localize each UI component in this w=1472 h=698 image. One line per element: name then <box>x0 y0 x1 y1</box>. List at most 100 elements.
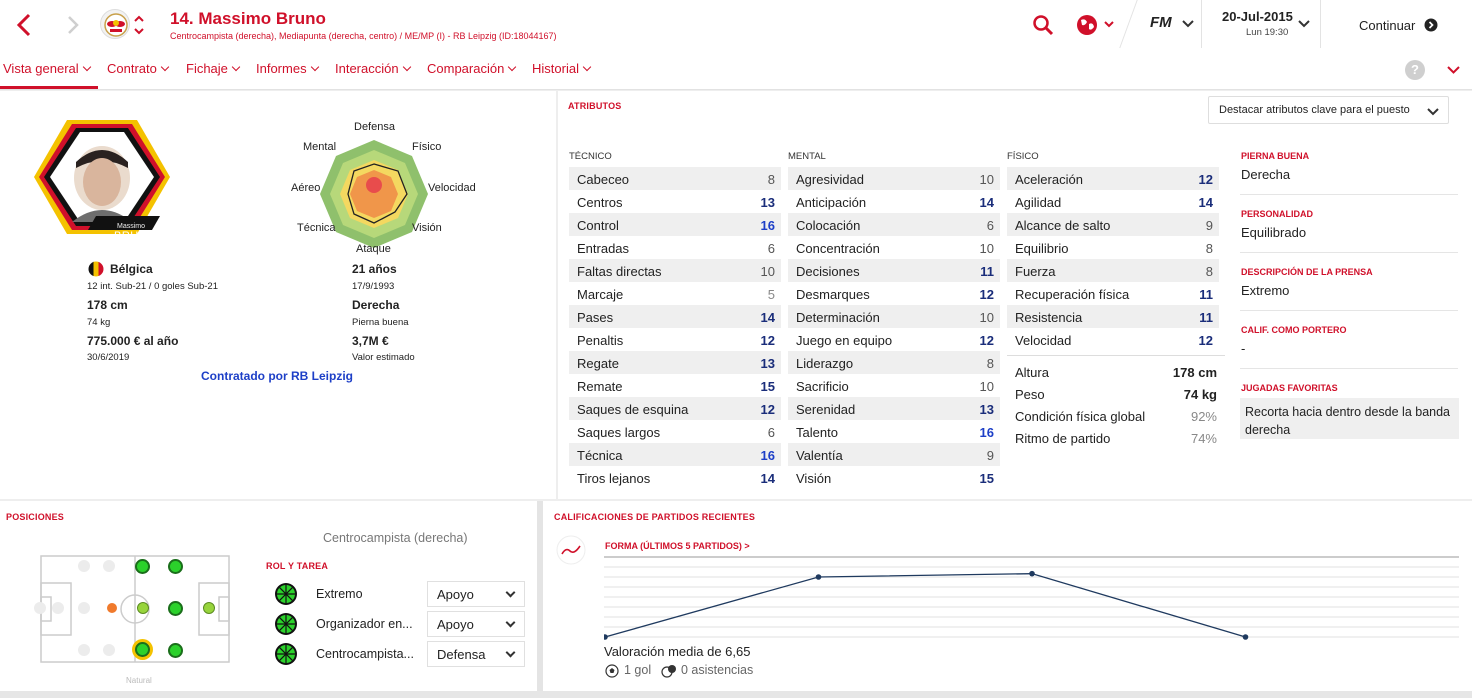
more-options-chevron-icon[interactable] <box>1447 65 1460 75</box>
world-menu[interactable] <box>1076 14 1116 39</box>
attribute-row[interactable]: Colocación 6 <box>788 213 1000 236</box>
attribute-name: Agilidad <box>1015 195 1062 210</box>
attribute-row[interactable]: Desmarques 12 <box>788 282 1000 305</box>
pitch-position-aml <box>168 559 183 574</box>
attribute-row[interactable]: Agilidad 14 <box>1007 190 1219 213</box>
attribute-name: Serenidad <box>796 402 856 417</box>
attribute-value: 6 <box>986 218 994 233</box>
role-name[interactable]: Organizador en... <box>316 617 413 631</box>
physical-stat-name: Ritmo de partido <box>1015 431 1111 446</box>
duty-select[interactable]: Apoyo <box>427 581 525 607</box>
attribute-value: 16 <box>760 448 775 463</box>
continue-arrow-icon <box>1424 18 1438 32</box>
attribute-name: Valentía <box>796 448 843 463</box>
attribute-row[interactable]: Anticipación 14 <box>788 190 1000 213</box>
tab-fichaje[interactable]: Fichaje <box>186 61 241 76</box>
tab-historial[interactable]: Historial <box>532 61 592 76</box>
attribute-row[interactable]: Centros 13 <box>569 190 781 213</box>
attribute-row[interactable]: Fuerza 8 <box>1007 259 1219 282</box>
attribute-row[interactable]: Equilibrio 8 <box>1007 236 1219 259</box>
pitch-position-wbl <box>103 560 115 572</box>
attribute-row[interactable]: Saques largos 6 <box>569 420 781 443</box>
attribute-row[interactable]: Determinación 10 <box>788 305 1000 328</box>
attribute-value: 10 <box>979 172 994 187</box>
club-switch-icon[interactable] <box>133 13 145 37</box>
role-name[interactable]: Extremo <box>316 587 363 601</box>
attribute-row[interactable]: Visión 15 <box>788 466 1000 489</box>
attribute-name: Recuperación física <box>1015 287 1130 302</box>
attribute-row[interactable]: Técnica 16 <box>569 443 781 466</box>
attribute-row[interactable]: Regate 13 <box>569 351 781 374</box>
attribute-row[interactable]: Tiros lejanos 14 <box>569 466 781 489</box>
game-date[interactable]: 20-Jul-2015 <box>1222 9 1293 24</box>
attribute-name: Saques de esquina <box>577 402 689 417</box>
attribute-value: 6 <box>767 241 775 256</box>
tab-interaccion[interactable]: Interacción <box>335 61 411 76</box>
attribute-row[interactable]: Concentración 10 <box>788 236 1000 259</box>
divider <box>1240 252 1458 253</box>
search-icon[interactable] <box>1032 14 1054 36</box>
nationality[interactable]: Bélgica <box>110 262 153 276</box>
attribute-row[interactable]: Alcance de salto 9 <box>1007 213 1219 236</box>
help-icon[interactable]: ? <box>1405 60 1425 80</box>
contracted-by-link[interactable]: Contratado por RB Leipzig <box>201 369 353 383</box>
moves-value: Recorta hacia dentro desde la banda dere… <box>1245 405 1451 437</box>
attribute-name: Agresividad <box>796 172 864 187</box>
duty-select[interactable]: Defensa <box>427 641 525 667</box>
press-value: Extremo <box>1241 283 1290 298</box>
attribute-row[interactable]: Entradas 6 <box>569 236 781 259</box>
club-crest-icon[interactable] <box>100 9 130 39</box>
duty-select[interactable]: Apoyo <box>427 611 525 637</box>
back-arrow-icon[interactable] <box>16 13 32 37</box>
physical-stat-name: Peso <box>1015 387 1045 402</box>
chevron-down-icon <box>505 587 516 598</box>
tab-label: Historial <box>532 61 579 76</box>
attribute-row[interactable]: Penaltis 12 <box>569 328 781 351</box>
attribute-row[interactable]: Liderazgo 8 <box>788 351 1000 374</box>
attribute-row[interactable]: Aceleración 12 <box>1007 167 1219 190</box>
date-chevron-icon[interactable] <box>1298 19 1310 29</box>
highlight-attributes-dropdown[interactable]: Destacar atributos clave para el puesto <box>1208 96 1449 124</box>
gk-label: CALIF. COMO PORTERO <box>1241 325 1347 335</box>
fm-logo[interactable]: FM <box>1150 14 1172 31</box>
radar-label-fisico: Físico <box>412 141 442 153</box>
chevron-down-icon <box>310 62 319 72</box>
tab-comparacion[interactable]: Comparación <box>427 61 517 76</box>
attribute-row[interactable]: Cabeceo 8 <box>569 167 781 190</box>
attribute-row[interactable]: Pases 14 <box>569 305 781 328</box>
attribute-row[interactable]: Juego en equipo 12 <box>788 328 1000 351</box>
fm-menu-chevron-icon[interactable] <box>1182 19 1194 29</box>
attribute-row[interactable]: Resistencia 11 <box>1007 305 1219 328</box>
attribute-value: 9 <box>986 448 994 463</box>
forward-arrow-icon[interactable] <box>66 15 80 35</box>
goal-ball-icon <box>605 664 619 678</box>
attribute-row[interactable]: Serenidad 13 <box>788 397 1000 420</box>
attribute-row[interactable]: Faltas directas 10 <box>569 259 781 282</box>
attribute-row[interactable]: Talento 16 <box>788 420 1000 443</box>
continue-button[interactable]: Continuar <box>1320 0 1472 48</box>
tab-contrato[interactable]: Contrato <box>107 61 170 76</box>
attribute-name: Centros <box>577 195 623 210</box>
pitch-natural-label: Natural <box>126 676 152 685</box>
attribute-value: 14 <box>760 471 775 486</box>
attribute-row[interactable]: Valentía 9 <box>788 443 1000 466</box>
attribute-row[interactable]: Marcaje 5 <box>569 282 781 305</box>
pitch-position-wbr <box>103 644 115 656</box>
attribute-name: Decisiones <box>796 264 860 279</box>
press-label: DESCRIPCIÓN DE LA PRENSA <box>1241 267 1373 277</box>
tab-vista-general[interactable]: Vista general <box>3 61 91 76</box>
form-chart-title[interactable]: FORMA (ÚLTIMOS 5 PARTIDOS) > <box>605 541 750 551</box>
continue-label: Continuar <box>1359 18 1416 33</box>
role-name[interactable]: Centrocampista... <box>316 647 414 661</box>
attribute-row[interactable]: Remate 15 <box>569 374 781 397</box>
attribute-row[interactable]: Agresividad 10 <box>788 167 1000 190</box>
physical-stat-value: 178 cm <box>1172 365 1217 380</box>
attribute-row[interactable]: Recuperación física 11 <box>1007 282 1219 305</box>
attribute-row[interactable]: Saques de esquina 12 <box>569 397 781 420</box>
attribute-row[interactable]: Velocidad 12 <box>1007 328 1219 351</box>
attribute-row[interactable]: Control 16 <box>569 213 781 236</box>
attribute-row[interactable]: Sacrificio 10 <box>788 374 1000 397</box>
physical-stat-value: 92% <box>1190 409 1217 424</box>
attribute-row[interactable]: Decisiones 11 <box>788 259 1000 282</box>
tab-informes[interactable]: Informes <box>256 61 319 76</box>
